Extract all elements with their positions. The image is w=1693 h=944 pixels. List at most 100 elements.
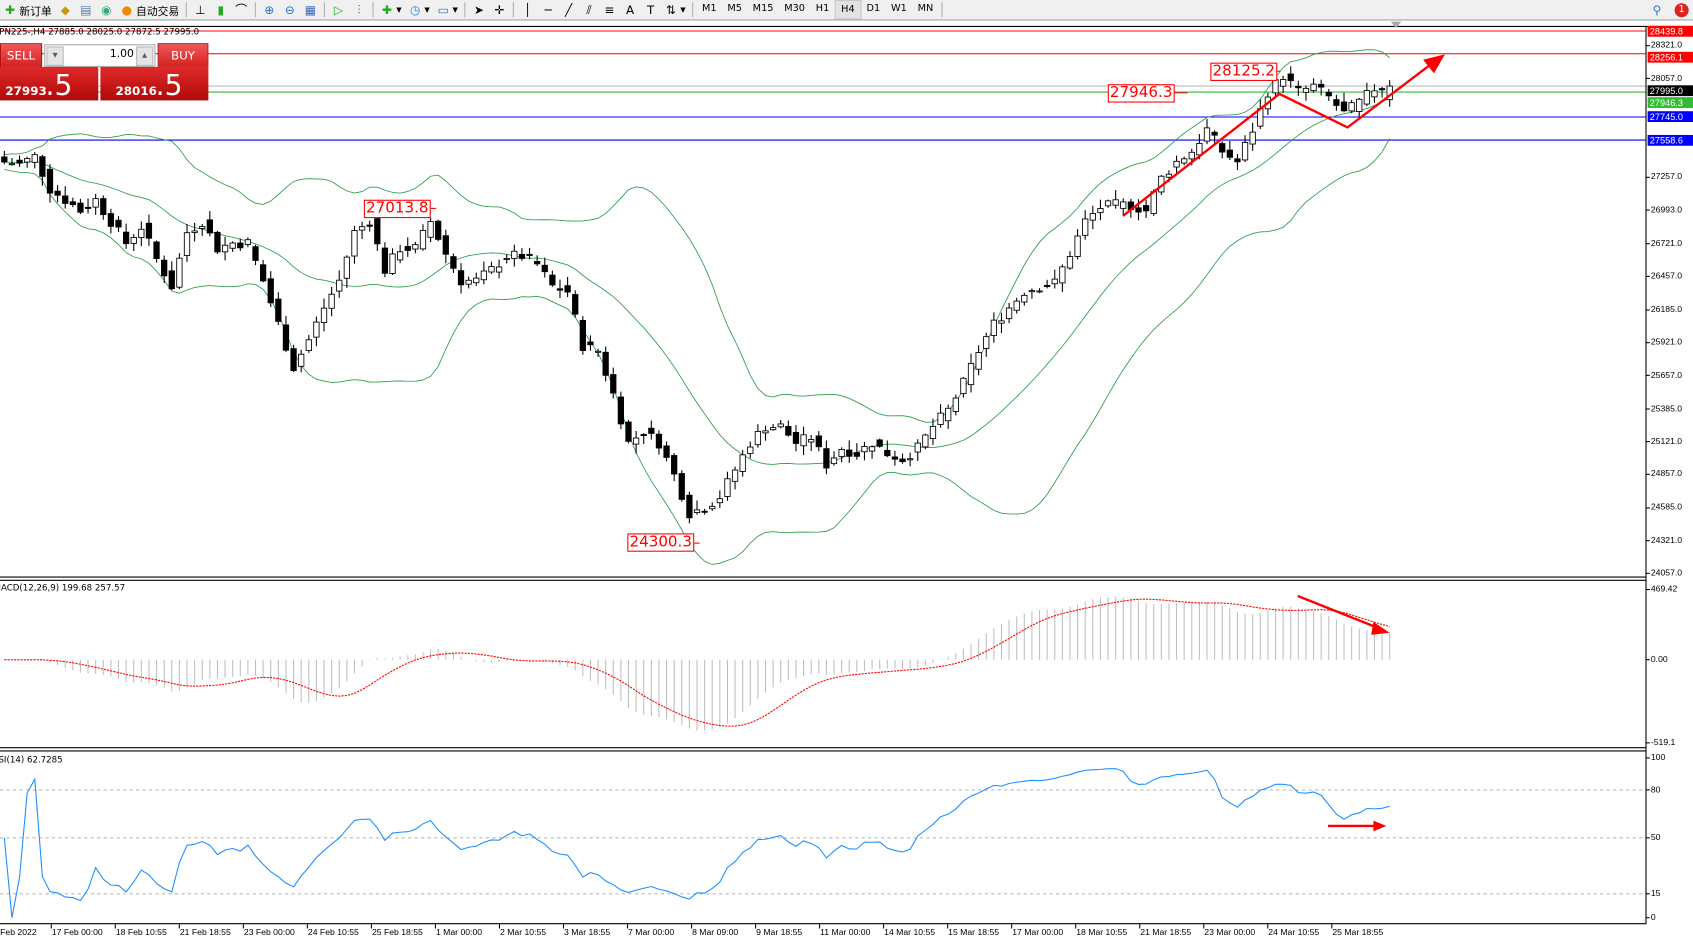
templates-button[interactable]: ▭ ▾ [437, 2, 458, 17]
candle-bear [1295, 85, 1302, 89]
candle-bear [366, 224, 373, 227]
candle-bull [1097, 208, 1104, 214]
line-chart-button[interactable]: ⌒ [231, 1, 252, 18]
zoom-in-button[interactable]: ⊕ [259, 1, 280, 18]
candle-bull [747, 446, 754, 454]
candle-bull [1150, 191, 1157, 214]
candle-bull [1082, 218, 1089, 236]
indicators-button[interactable]: ✚ ▾ [377, 1, 405, 18]
candle-bull [1120, 201, 1127, 209]
crosshair-button[interactable]: ✛ [489, 1, 510, 18]
price-level-label: 28439.8 [1647, 25, 1693, 37]
divider [692, 2, 694, 18]
fibonacci-button[interactable]: ≡ [599, 1, 620, 18]
candle-bull [191, 230, 198, 233]
candle-bull [1279, 79, 1287, 87]
annotation-label[interactable]: 27946.3 [1107, 84, 1175, 103]
lot-decrease-button[interactable]: ▼ [46, 46, 64, 66]
bar-chart-button[interactable]: ⊥ [190, 1, 211, 18]
text-label-button[interactable]: T [640, 1, 661, 18]
candle-bull [305, 339, 312, 351]
candle-bear [107, 213, 115, 227]
horizontal-line-button[interactable]: ─ [538, 1, 559, 18]
candle-bear [1378, 88, 1386, 91]
notification-badge[interactable]: 1 [1674, 2, 1689, 17]
candle-bear [891, 456, 899, 460]
auto-scroll-button[interactable]: ▷ [328, 1, 349, 18]
timeframe-m15[interactable]: M15 [752, 3, 774, 15]
macd-signal-line [4, 598, 1390, 727]
candle-bull [777, 423, 784, 428]
candle-bear [237, 242, 244, 249]
timeframe-m5[interactable]: M5 [727, 3, 742, 15]
axis-ticks [50, 45, 1650, 929]
new-order-button[interactable]: ✚ 新订单 [0, 1, 55, 18]
timeframe-w1[interactable]: W1 [890, 3, 907, 15]
price-axis-label: 28321.0 [1650, 40, 1683, 51]
candle-bear [815, 435, 822, 448]
lot-input[interactable] [64, 47, 137, 62]
timeframe-h4[interactable]: H4 [834, 0, 862, 20]
candle-bull [800, 434, 807, 447]
signals-button[interactable]: ◉ [96, 1, 117, 18]
annotation-label[interactable]: 28125.2 [1210, 62, 1278, 81]
timeframe-h1[interactable]: H1 [815, 3, 830, 15]
buy-price[interactable]: 28016.5 [100, 66, 209, 103]
text-button[interactable]: A [620, 1, 641, 18]
annotation-label[interactable]: 27013.8 [363, 199, 431, 219]
candle-bull [769, 427, 777, 431]
candle-bull [1036, 290, 1043, 293]
timeframe-d1[interactable]: D1 [866, 3, 881, 15]
candle-bull [351, 230, 358, 257]
navigator-button[interactable]: ▤ [76, 1, 97, 18]
macd-axis-label: -519.1 [1650, 737, 1676, 748]
arrows-button[interactable]: ⇅ ▾ [661, 1, 689, 18]
candle-bull [473, 277, 480, 284]
chart-shift-button[interactable]: ⫶ [349, 1, 370, 18]
divider [323, 2, 325, 18]
candle-bear [846, 449, 853, 457]
cursor-button[interactable]: ➤ [469, 1, 490, 18]
search-icon[interactable]: ⚲ [1652, 2, 1662, 17]
candle-bear [785, 426, 792, 436]
candle-bear [252, 246, 259, 261]
price-axis-label: 24857.0 [1650, 468, 1683, 479]
lot-increase-button[interactable]: ▲ [136, 46, 154, 66]
candle-bear [1287, 73, 1294, 82]
divider [185, 2, 187, 18]
vertical-line-button[interactable]: │ [517, 1, 538, 18]
timeframe-mn[interactable]: MN [917, 3, 934, 15]
auto-trading-button[interactable]: ● 自动交易 [121, 2, 180, 18]
candle-bull [1074, 235, 1081, 257]
candle-bull [716, 498, 723, 504]
candle-bull [221, 244, 229, 253]
candle-bear [541, 264, 548, 273]
annotation-label[interactable]: 24300.3 [627, 533, 695, 552]
tile-windows-button[interactable]: ▦ [300, 1, 321, 18]
candle-bull [937, 412, 944, 425]
candle-bear [374, 217, 381, 245]
periods-button[interactable]: ◷ ▾ [409, 2, 430, 17]
candle-bear [648, 427, 655, 434]
trendline-button[interactable]: ╱ [558, 1, 579, 18]
timeframe-m30[interactable]: M30 [784, 3, 805, 15]
candle-bear [450, 256, 457, 269]
candle-bull [1051, 278, 1058, 285]
sell-button[interactable]: SELL [0, 43, 43, 69]
candle-bear [1226, 149, 1233, 158]
buy-button[interactable]: BUY [157, 43, 209, 69]
market-watch-button[interactable]: ◆ [55, 1, 76, 18]
channel-button[interactable]: ⫽ [579, 1, 600, 18]
time-axis-label: 25 Mar 18:55 [1332, 927, 1384, 938]
sell-price[interactable]: 27993.5 [0, 66, 99, 103]
zoom-out-button[interactable]: ⊖ [280, 1, 301, 18]
timeframe-m1[interactable]: M1 [701, 3, 717, 15]
candle-bull [313, 321, 320, 338]
chart-shift-marker-icon[interactable] [1390, 21, 1402, 29]
candle-bull [1173, 160, 1180, 168]
candle-bull [1203, 127, 1211, 142]
candlestick-button[interactable]: ▮ [211, 1, 232, 18]
price-axis-label: 24585.0 [1650, 502, 1683, 513]
candle-bear [587, 341, 594, 346]
